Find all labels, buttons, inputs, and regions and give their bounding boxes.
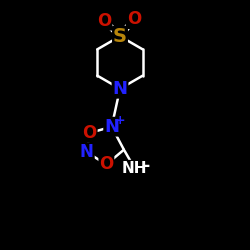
- Text: O: O: [127, 10, 141, 28]
- Text: S: S: [113, 27, 127, 46]
- Text: +: +: [114, 114, 125, 127]
- Text: O: O: [98, 12, 112, 30]
- Text: N: N: [80, 143, 94, 161]
- Text: O: O: [99, 156, 114, 174]
- Text: O: O: [82, 124, 97, 142]
- Text: NH: NH: [122, 160, 147, 176]
- Text: N: N: [104, 118, 119, 136]
- Text: N: N: [112, 80, 128, 98]
- Text: –: –: [142, 157, 150, 175]
